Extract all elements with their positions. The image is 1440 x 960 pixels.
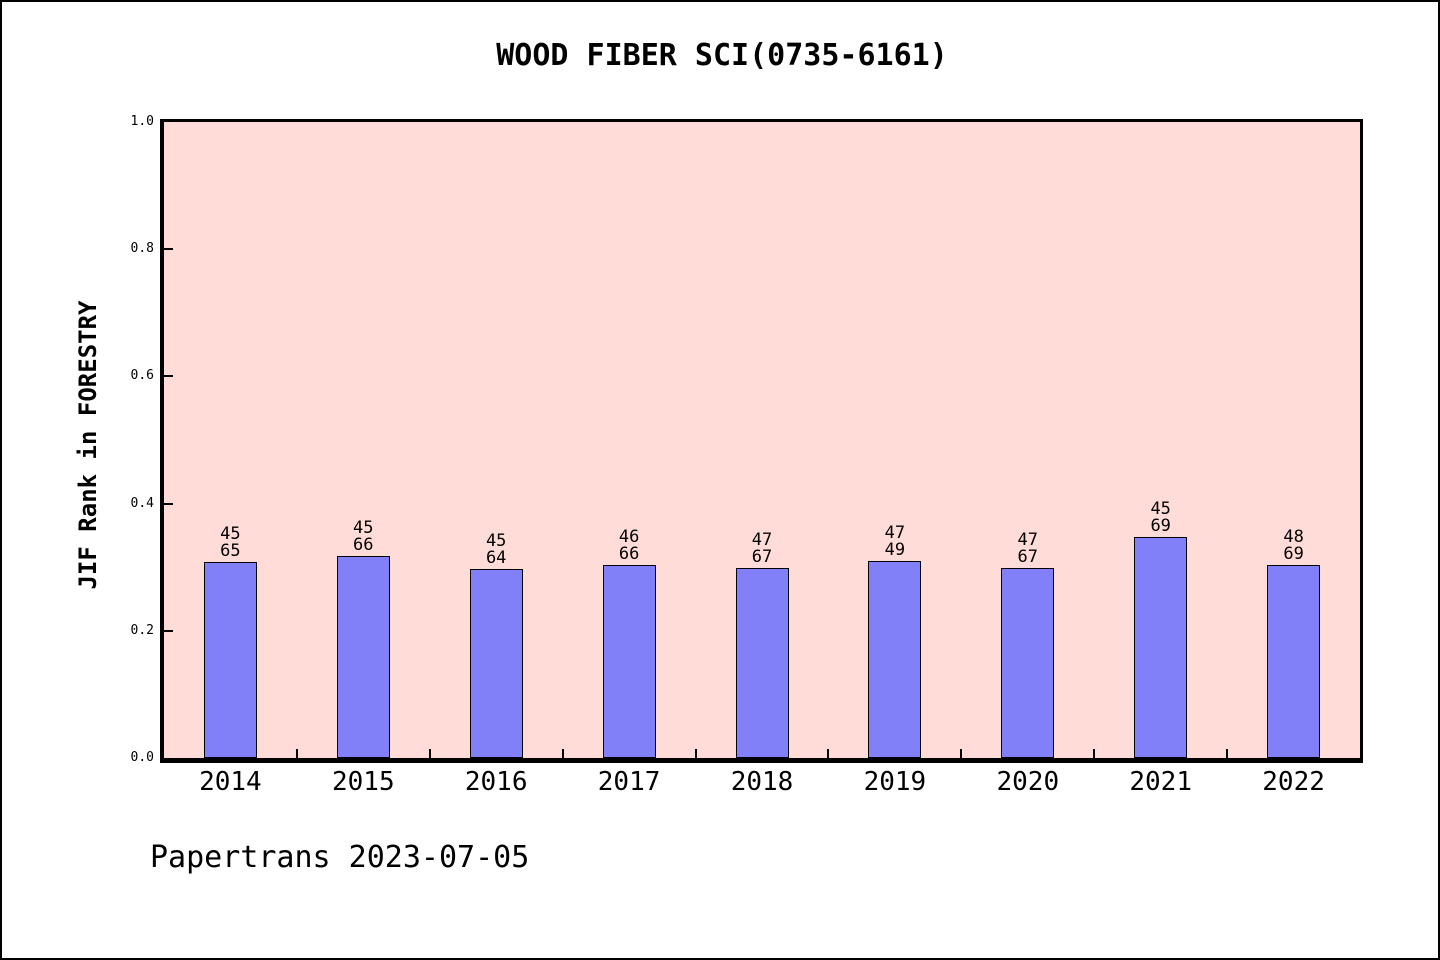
bar-total-2015: 66	[353, 535, 374, 555]
x-tick-label-2022: 2022	[1262, 767, 1325, 797]
bar-2022	[1267, 565, 1321, 758]
bar-total-2016: 64	[485, 548, 507, 568]
x-tick-mark	[561, 749, 564, 758]
bar-total-2019: 49	[884, 540, 906, 560]
bar-value-label-2019: 47 49	[885, 525, 905, 559]
x-tick-mark	[694, 749, 697, 758]
bar-value-label-2015: 45 66	[353, 520, 373, 554]
y-tick-label-0.0: 0.0	[130, 750, 154, 765]
bar-total-2021: 69	[1150, 516, 1171, 536]
x-tick-mark	[428, 749, 431, 758]
bar-value-label-2014: 45 65	[220, 526, 240, 560]
y-tick-label-0.8: 0.8	[130, 241, 154, 257]
bar-value-label-2017: 46 66	[619, 529, 639, 563]
bar-rank-2017: 46	[618, 527, 640, 547]
bar-total-2017: 66	[618, 544, 640, 564]
y-tick-mark	[164, 248, 173, 251]
bar-2015	[336, 556, 390, 758]
x-tick-mark	[960, 749, 963, 758]
bar-2018	[735, 568, 789, 758]
bar-rank-2022: 48	[1283, 527, 1304, 547]
y-tick-label-0.2: 0.2	[130, 622, 154, 638]
footer-watermark: Papertrans 2023-07-05	[150, 840, 530, 875]
bar-2017	[602, 565, 656, 758]
bar-value-label-2020: 47 67	[1018, 532, 1038, 566]
bar-rank-2014: 45	[220, 524, 241, 544]
y-tick-label-1.0: 1.0	[130, 114, 154, 129]
bar-rank-2016: 45	[485, 531, 507, 551]
bar-total-2020: 67	[1017, 547, 1039, 567]
x-tick-mark	[1226, 749, 1229, 758]
bar-value-label-2016: 45 64	[486, 533, 506, 567]
plot-area: 45 65 2014 45 66 2015 45 64 2016 46 66 2017 47 67 2018…	[131, 114, 1363, 797]
bar-rank-2020: 47	[1017, 530, 1039, 550]
y-tick-label-0.4: 0.4	[130, 495, 154, 511]
x-tick-label-2018: 2018	[730, 767, 794, 797]
bar-total-2014: 65	[220, 541, 241, 561]
x-tick-label-2016: 2016	[464, 767, 528, 797]
bar-total-2018: 67	[751, 547, 773, 567]
x-tick-label-2017: 2017	[597, 767, 661, 797]
bar-2021	[1134, 537, 1188, 758]
bar-rank-2018: 47	[751, 530, 773, 550]
bar-value-label-2021: 45 69	[1150, 501, 1170, 535]
plot-inner: 45 65 2014 45 66 2015 45 64 2016 46 66 2017 47 67 2018…	[131, 114, 1360, 797]
x-tick-label-2019: 2019	[863, 767, 927, 797]
y-tick-label-0.6: 0.6	[130, 368, 154, 384]
bar-value-label-2018: 47 67	[752, 532, 772, 566]
x-tick-label-2021: 2021	[1129, 767, 1192, 797]
bar-2019	[868, 561, 922, 758]
x-tick-mark	[1093, 749, 1096, 758]
bar-rank-2019: 47	[884, 523, 906, 543]
x-tick-mark	[827, 749, 830, 758]
bar-2014	[203, 562, 257, 758]
bar-rank-2021: 45	[1150, 499, 1171, 519]
x-tick-mark	[295, 749, 298, 758]
chart-title: WOOD FIBER SCI(0735-6161)	[496, 38, 948, 73]
y-tick-mark	[164, 375, 173, 378]
y-tick-mark	[164, 502, 173, 505]
bar-total-2022: 69	[1283, 544, 1304, 564]
bar-2016	[469, 569, 523, 758]
bar-rank-2015: 45	[353, 518, 374, 538]
y-axis-label: JIF Rank in FORESTRY	[74, 300, 102, 590]
x-tick-label-2020: 2020	[996, 767, 1060, 797]
x-tick-label-2015: 2015	[331, 767, 395, 797]
y-tick-mark	[164, 629, 173, 632]
bar-2020	[1001, 568, 1055, 758]
x-tick-label-2014: 2014	[199, 767, 262, 797]
bar-value-label-2022: 48 69	[1283, 529, 1303, 563]
